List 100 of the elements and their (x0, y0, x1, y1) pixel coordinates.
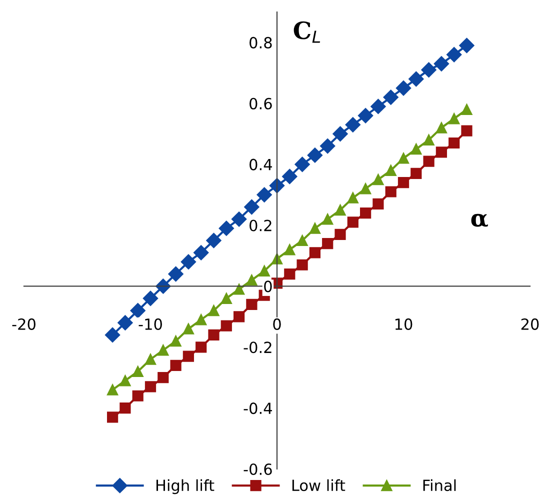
y-tick-label: 0.8 (250, 36, 272, 48)
y-tick-label: 0.6 (250, 98, 272, 110)
point (120, 375, 131, 386)
point (360, 183, 372, 194)
point (158, 372, 169, 384)
legend-label: High lift (156, 479, 214, 494)
point (347, 216, 358, 228)
point (345, 117, 360, 132)
point (118, 315, 133, 330)
point (372, 174, 384, 186)
point (461, 104, 472, 116)
point (322, 238, 334, 250)
point (307, 148, 323, 163)
point (106, 412, 118, 423)
point (132, 390, 144, 402)
point (168, 266, 184, 282)
point (170, 360, 182, 371)
point (130, 303, 146, 318)
point (246, 298, 258, 310)
point (208, 329, 220, 341)
point (398, 177, 410, 188)
point (142, 290, 158, 306)
point (208, 305, 220, 316)
point (385, 164, 396, 176)
x-tick-label: 20 (521, 318, 539, 330)
point (220, 292, 232, 304)
point (347, 192, 358, 204)
point (332, 126, 348, 142)
point (459, 38, 474, 54)
point (206, 232, 222, 248)
point (282, 168, 298, 184)
point (144, 354, 156, 365)
x-tick-label: -10 (138, 318, 162, 330)
point (194, 245, 209, 260)
y-tick-label: 0.2 (250, 220, 272, 232)
x-tick-label: -20 (12, 318, 36, 330)
y-tick-label: -0.2 (244, 342, 272, 354)
y-tick-label: 0.4 (250, 158, 272, 170)
point (294, 156, 310, 172)
point (421, 62, 436, 78)
point (284, 244, 296, 256)
point (434, 56, 450, 72)
y-tick-label: -0.4 (244, 402, 272, 414)
point (244, 199, 260, 215)
point (182, 323, 194, 334)
point (284, 268, 296, 280)
point (372, 198, 384, 210)
y-axis-title: C$_{L}$ (294, 21, 320, 43)
point (360, 208, 372, 219)
y-tick-label: -0.6 (244, 463, 272, 476)
point (231, 212, 247, 227)
point (423, 134, 434, 146)
point (170, 335, 182, 347)
point (436, 122, 448, 134)
point (410, 144, 422, 155)
point (233, 284, 245, 295)
point (436, 146, 448, 158)
point (410, 168, 422, 180)
point (385, 186, 396, 198)
point (182, 350, 194, 362)
point (383, 90, 398, 105)
point (358, 108, 374, 124)
point (446, 47, 462, 62)
point (334, 204, 346, 216)
point (180, 254, 196, 270)
point (309, 247, 321, 258)
point (309, 222, 321, 234)
point (408, 71, 424, 87)
point (296, 259, 308, 270)
x-tick-label: 0 (273, 318, 281, 330)
legend-label: Final (423, 479, 456, 492)
point (396, 80, 412, 96)
point (258, 265, 270, 277)
point (296, 234, 308, 246)
point (233, 311, 245, 322)
x-axis-title: α (471, 214, 488, 227)
point (334, 228, 346, 240)
legend-label: Low lift (292, 479, 346, 492)
point (132, 366, 144, 378)
point (104, 327, 120, 343)
point (158, 344, 169, 356)
point (269, 178, 285, 194)
x-tick-label: 10 (395, 318, 412, 330)
point (218, 220, 234, 236)
point (370, 98, 386, 114)
point (220, 320, 232, 332)
point (320, 138, 336, 154)
point (256, 187, 272, 202)
point (144, 381, 156, 392)
y-tick-label: 0 (264, 280, 272, 292)
point (448, 137, 460, 149)
point (246, 274, 258, 286)
point (106, 384, 118, 396)
point (448, 113, 460, 124)
point (423, 156, 434, 167)
point (120, 402, 131, 414)
point (196, 342, 207, 353)
point (196, 314, 207, 326)
point (322, 214, 334, 225)
point (398, 152, 410, 164)
